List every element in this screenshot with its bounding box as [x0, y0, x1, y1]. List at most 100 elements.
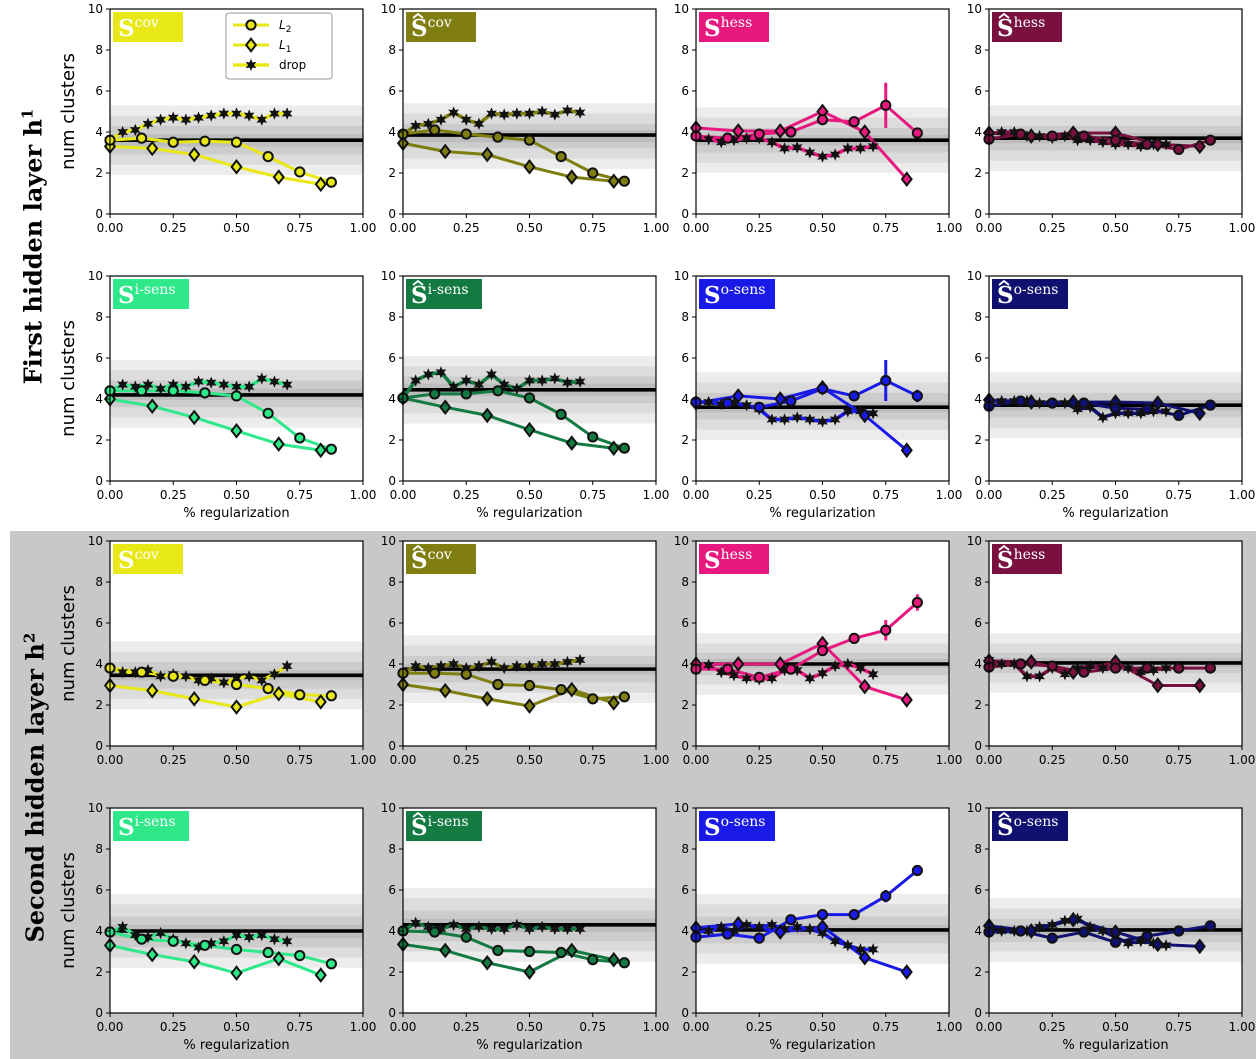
x-tick-label: 0.00 — [683, 488, 710, 502]
data-point-L2 — [262, 407, 274, 419]
data-point-drop — [574, 106, 586, 119]
x-tick-label: 0.25 — [746, 488, 773, 502]
y-tick-label: 10 — [381, 2, 396, 16]
data-point-L1 — [314, 694, 327, 710]
hat-accent — [998, 544, 1010, 551]
data-point-drop — [829, 148, 841, 161]
data-point-L1 — [1193, 405, 1206, 422]
title-badge-bg — [406, 544, 476, 574]
data-point-drop — [218, 107, 230, 120]
x-tick-label: 0.25 — [160, 488, 187, 502]
data-point-L2 — [1109, 134, 1122, 146]
data-point-L1 — [481, 954, 494, 971]
data-point-L1 — [774, 924, 787, 940]
data-point-drop — [460, 113, 472, 126]
x-tick-label: 0.25 — [160, 753, 187, 767]
data-point-L1 — [732, 123, 745, 139]
y-tick-label: 6 — [681, 616, 689, 630]
y-tick-label: 4 — [974, 125, 982, 139]
data-point-L1 — [439, 399, 452, 416]
data-point-L1 — [230, 699, 243, 715]
title-badge-bg — [992, 279, 1068, 309]
x-tick-label: 1.00 — [350, 221, 377, 235]
data-point-L2 — [618, 957, 630, 969]
panel-title-badge: Si-sens — [113, 811, 189, 841]
data-point-drop — [117, 125, 129, 139]
x-tick-label: 0.00 — [390, 753, 417, 767]
x-axis-label: % regularization — [476, 506, 582, 521]
data-point-L2 — [294, 689, 306, 701]
data-point-L2 — [785, 395, 797, 407]
data-point-L1 — [439, 143, 452, 160]
y-tick-label: 6 — [388, 616, 396, 630]
y-tick-label: 2 — [95, 965, 103, 979]
y-tick-label: 8 — [388, 43, 396, 57]
hat-accent — [412, 544, 424, 551]
data-point-L2 — [816, 909, 829, 921]
y-tick-label: 10 — [381, 534, 396, 548]
data-point-drop — [180, 113, 192, 126]
data-point-drop — [536, 657, 548, 671]
hat-accent — [412, 12, 424, 19]
x-tick-label: 0.25 — [453, 753, 480, 767]
y-tick-label: 10 — [967, 269, 982, 283]
title-badge-bg — [992, 811, 1068, 841]
data-point-drop — [422, 920, 434, 934]
x-tick-label: 0.50 — [809, 221, 836, 235]
title-badge-bg — [406, 12, 476, 42]
data-point-drop — [829, 659, 841, 673]
data-point-L2 — [880, 890, 892, 902]
data-point-L2 — [294, 432, 306, 444]
y-tick-label: 8 — [681, 310, 689, 324]
x-tick-label: 0.25 — [1039, 221, 1066, 235]
legend-marker-circle — [245, 19, 257, 31]
series-line-L1 — [109, 144, 322, 186]
title-badge-bg — [406, 811, 482, 841]
data-point-L2 — [722, 132, 734, 144]
y-tick-label: 0 — [388, 739, 396, 753]
data-point-drop — [791, 411, 803, 424]
y-tick-label: 6 — [974, 616, 982, 630]
data-point-drop — [435, 113, 447, 126]
x-tick-label: 0.25 — [746, 221, 773, 235]
y-tick-label: 4 — [95, 657, 103, 671]
data-point-drop — [1034, 920, 1045, 934]
data-point-L2 — [136, 933, 148, 945]
data-point-drop — [536, 920, 548, 934]
data-point-drop — [842, 657, 854, 671]
y-tick-label: 8 — [388, 310, 396, 324]
data-point-L2 — [1015, 128, 1027, 140]
title-badge-bg — [992, 12, 1062, 42]
x-tick-label: 0.75 — [579, 1020, 606, 1034]
data-point-L1 — [523, 964, 536, 980]
data-point-L2 — [523, 945, 536, 958]
x-tick-label: 0.75 — [286, 488, 313, 502]
y-tick-label: 6 — [974, 351, 982, 365]
data-point-L2 — [587, 693, 599, 705]
data-point-L2 — [1141, 138, 1153, 150]
data-point-L2 — [460, 668, 472, 680]
data-point-L2 — [460, 931, 472, 943]
panel-2: 0 2 4 6 8 10 0.00 0.25 0.50 0.75 1.00 Scov — [381, 2, 670, 235]
x-tick-label: 0.00 — [976, 488, 1003, 502]
data-point-L1 — [188, 409, 201, 426]
data-point-L1 — [900, 171, 913, 187]
title-badge-bg — [699, 811, 775, 841]
data-point-drop — [231, 107, 242, 120]
data-point-drop — [766, 413, 778, 426]
data-point-drop — [473, 117, 485, 130]
data-point-drop — [867, 668, 879, 681]
data-point-L2 — [294, 950, 306, 962]
data-point-L2 — [492, 385, 504, 397]
data-point-drop — [473, 920, 485, 934]
data-point-L1 — [1151, 677, 1164, 694]
data-point-L2 — [1078, 666, 1090, 678]
y-tick-label: 10 — [381, 269, 396, 283]
panel-title: So-sens — [704, 282, 765, 309]
panel-title: So-sens — [997, 814, 1058, 841]
data-point-drop — [562, 104, 573, 117]
data-point-drop — [1122, 937, 1134, 950]
data-point-L2 — [880, 374, 892, 387]
y-tick-label: 2 — [974, 965, 982, 979]
x-tick-label: 0.00 — [97, 1020, 124, 1034]
